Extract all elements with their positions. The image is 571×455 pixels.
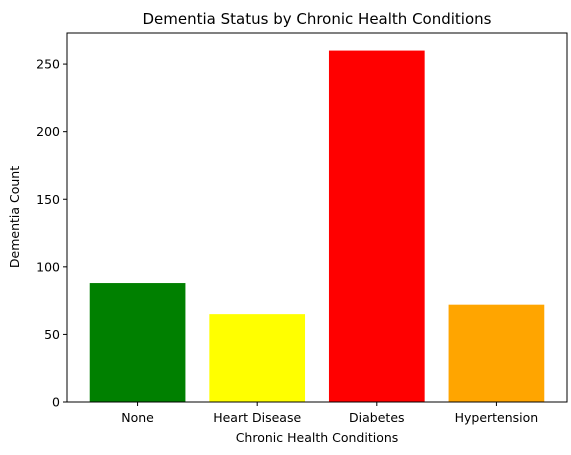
bar-heart-disease [209, 314, 306, 402]
x-tick-label: None [121, 410, 154, 425]
y-axis: 0 50 100 150 200 250 [36, 57, 67, 410]
bar-diabetes [328, 50, 425, 402]
y-tick-label: 100 [36, 259, 60, 274]
bar-hypertension [448, 304, 545, 402]
y-tick-label: 0 [52, 395, 60, 410]
x-tick-label: Hypertension [455, 410, 539, 425]
y-tick-label: 250 [36, 57, 60, 72]
x-tick-label: Heart Disease [213, 410, 301, 425]
y-tick-label: 50 [44, 327, 60, 342]
y-axis-title: Dementia Count [7, 166, 22, 268]
bar-none [89, 283, 186, 402]
plot-frame [66, 32, 568, 403]
x-axis: None Heart Disease Diabetes Hypertension [121, 402, 538, 425]
y-tick-label: 150 [36, 192, 60, 207]
x-axis-title: Chronic Health Conditions [236, 430, 399, 445]
chart-title: Dementia Status by Chronic Health Condit… [143, 10, 492, 28]
y-tick-label: 200 [36, 124, 60, 139]
x-tick-label: Diabetes [349, 410, 405, 425]
bars-group [89, 50, 545, 402]
